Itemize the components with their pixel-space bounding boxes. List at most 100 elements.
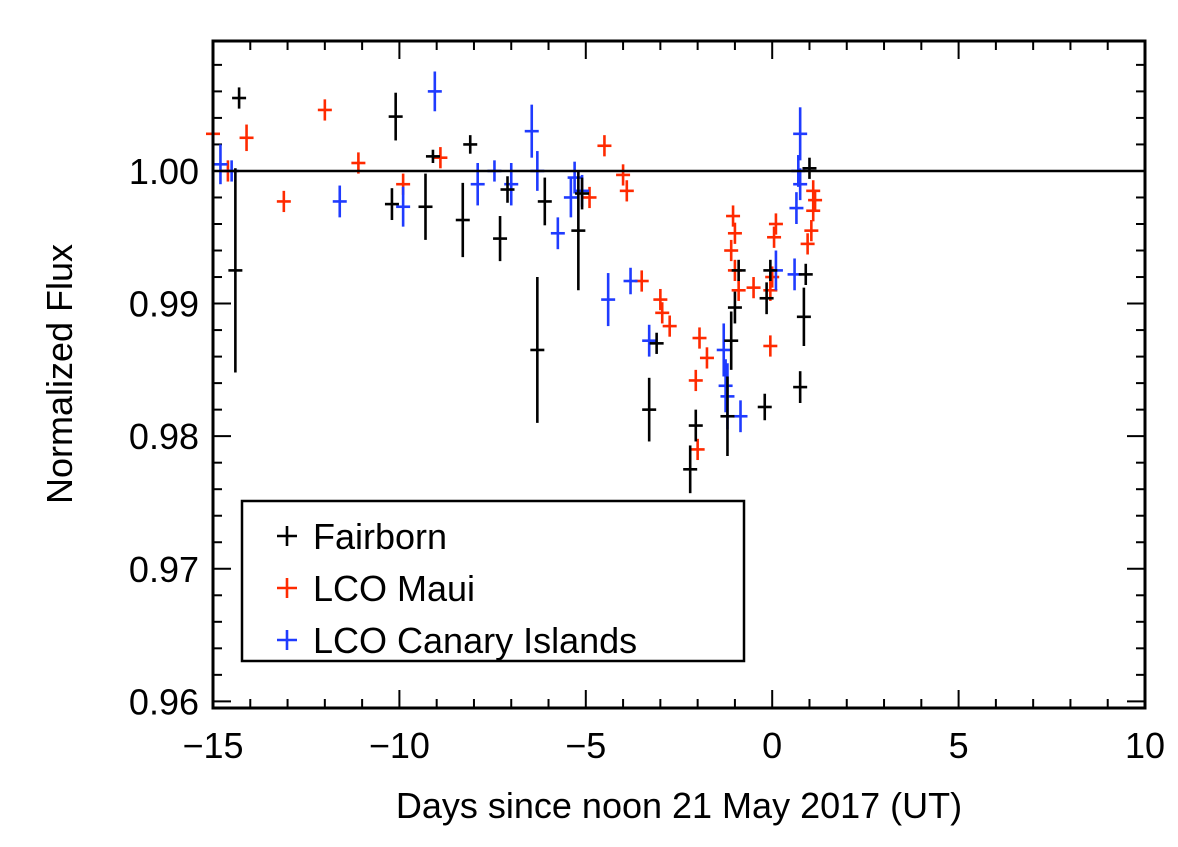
data-point bbox=[470, 162, 485, 206]
data-point bbox=[793, 107, 808, 161]
data-point bbox=[500, 176, 515, 203]
data-point bbox=[623, 267, 638, 295]
y-tick-label: 0.98 bbox=[129, 416, 199, 457]
data-point bbox=[239, 124, 254, 152]
data-point bbox=[798, 263, 813, 285]
y-axis-title: Normalized Flux bbox=[39, 244, 80, 504]
data-point bbox=[789, 192, 804, 224]
x-tick-label: −15 bbox=[182, 725, 243, 766]
data-point bbox=[601, 273, 616, 327]
data-point bbox=[806, 180, 821, 202]
data-point bbox=[575, 177, 590, 210]
data-point bbox=[232, 87, 247, 109]
data-point bbox=[806, 200, 821, 222]
data-point bbox=[683, 445, 698, 494]
x-tick-label: −5 bbox=[565, 725, 606, 766]
data-point bbox=[768, 213, 783, 235]
data-point bbox=[384, 188, 399, 221]
series-lco-canary-islands bbox=[213, 71, 808, 433]
data-point bbox=[213, 144, 228, 185]
data-point bbox=[455, 182, 470, 258]
y-tick-label: 0.96 bbox=[129, 681, 199, 722]
data-point bbox=[619, 180, 634, 202]
data-point bbox=[688, 369, 703, 392]
x-tick-label: 5 bbox=[949, 725, 969, 766]
data-point bbox=[733, 400, 748, 433]
series-lco-maui bbox=[206, 99, 823, 461]
data-point bbox=[493, 216, 508, 262]
legend-items: Fairborn LCO Maui LCO Canary Islands bbox=[277, 516, 637, 661]
data-point bbox=[793, 168, 808, 201]
data-point bbox=[642, 377, 657, 442]
data-point bbox=[718, 359, 733, 413]
data-point bbox=[724, 239, 739, 262]
data-point bbox=[724, 311, 739, 370]
legend-label: LCO Maui bbox=[313, 568, 475, 609]
data-point bbox=[720, 376, 735, 457]
plot-frame bbox=[211, 39, 1147, 710]
data-point bbox=[716, 323, 731, 377]
x-tick-label: 0 bbox=[762, 725, 782, 766]
data-points-group bbox=[206, 71, 823, 494]
data-point bbox=[793, 371, 808, 404]
data-point bbox=[726, 205, 741, 227]
data-point bbox=[563, 177, 578, 218]
data-point bbox=[731, 279, 746, 301]
legend-label: LCO Canary Islands bbox=[313, 620, 637, 661]
data-point bbox=[808, 189, 823, 211]
data-point bbox=[759, 282, 774, 315]
data-point bbox=[688, 409, 703, 442]
y-tick-label: 0.97 bbox=[129, 549, 199, 590]
legend: Fairborn LCO Maui LCO Canary Islands bbox=[240, 499, 746, 663]
data-point bbox=[653, 288, 668, 311]
y-tick-label: 1.00 bbox=[129, 151, 199, 192]
data-point bbox=[804, 220, 819, 242]
data-point bbox=[727, 291, 742, 324]
data-point bbox=[425, 149, 440, 163]
legend-item: Fairborn bbox=[277, 516, 447, 557]
data-point bbox=[800, 233, 815, 255]
data-point bbox=[757, 393, 772, 421]
data-point bbox=[597, 135, 612, 157]
data-point bbox=[727, 222, 742, 244]
data-point bbox=[690, 438, 705, 461]
legend-item: LCO Canary Islands bbox=[277, 620, 637, 661]
data-point bbox=[802, 157, 817, 179]
x-tick-label: −10 bbox=[369, 725, 430, 766]
y-tick-label: 0.99 bbox=[129, 284, 199, 325]
data-point bbox=[571, 170, 586, 291]
tick-labels-group: −15 −10 −5 0 5 10 0.96 0.97 0.98 0.99 1.00 bbox=[129, 151, 1165, 766]
data-point bbox=[662, 315, 677, 337]
data-point bbox=[763, 335, 778, 357]
series-fairborn bbox=[228, 87, 817, 494]
data-point bbox=[524, 104, 539, 158]
data-point bbox=[530, 277, 545, 423]
data-point bbox=[767, 226, 782, 248]
legend-box bbox=[240, 499, 746, 663]
data-point bbox=[332, 185, 347, 218]
legend-item: LCO Maui bbox=[277, 568, 475, 609]
data-point bbox=[649, 332, 664, 354]
data-point bbox=[463, 135, 478, 154]
data-point bbox=[699, 347, 714, 369]
data-point bbox=[692, 327, 707, 349]
data-point bbox=[550, 217, 565, 250]
data-point bbox=[582, 186, 597, 209]
data-point bbox=[763, 259, 778, 282]
data-point bbox=[655, 302, 670, 324]
data-point bbox=[796, 287, 811, 346]
legend-label: Fairborn bbox=[313, 516, 447, 557]
data-point bbox=[537, 177, 552, 226]
data-point bbox=[642, 324, 657, 357]
data-point bbox=[317, 99, 332, 121]
data-point bbox=[616, 164, 631, 186]
data-point bbox=[276, 190, 291, 213]
data-point bbox=[228, 168, 243, 373]
x-tick-label: 10 bbox=[1125, 725, 1165, 766]
data-point bbox=[731, 259, 746, 282]
data-point bbox=[746, 277, 761, 299]
data-point bbox=[418, 173, 433, 240]
x-axis-title: Days since noon 21 May 2017 (UT) bbox=[396, 785, 962, 826]
data-point bbox=[433, 147, 448, 169]
